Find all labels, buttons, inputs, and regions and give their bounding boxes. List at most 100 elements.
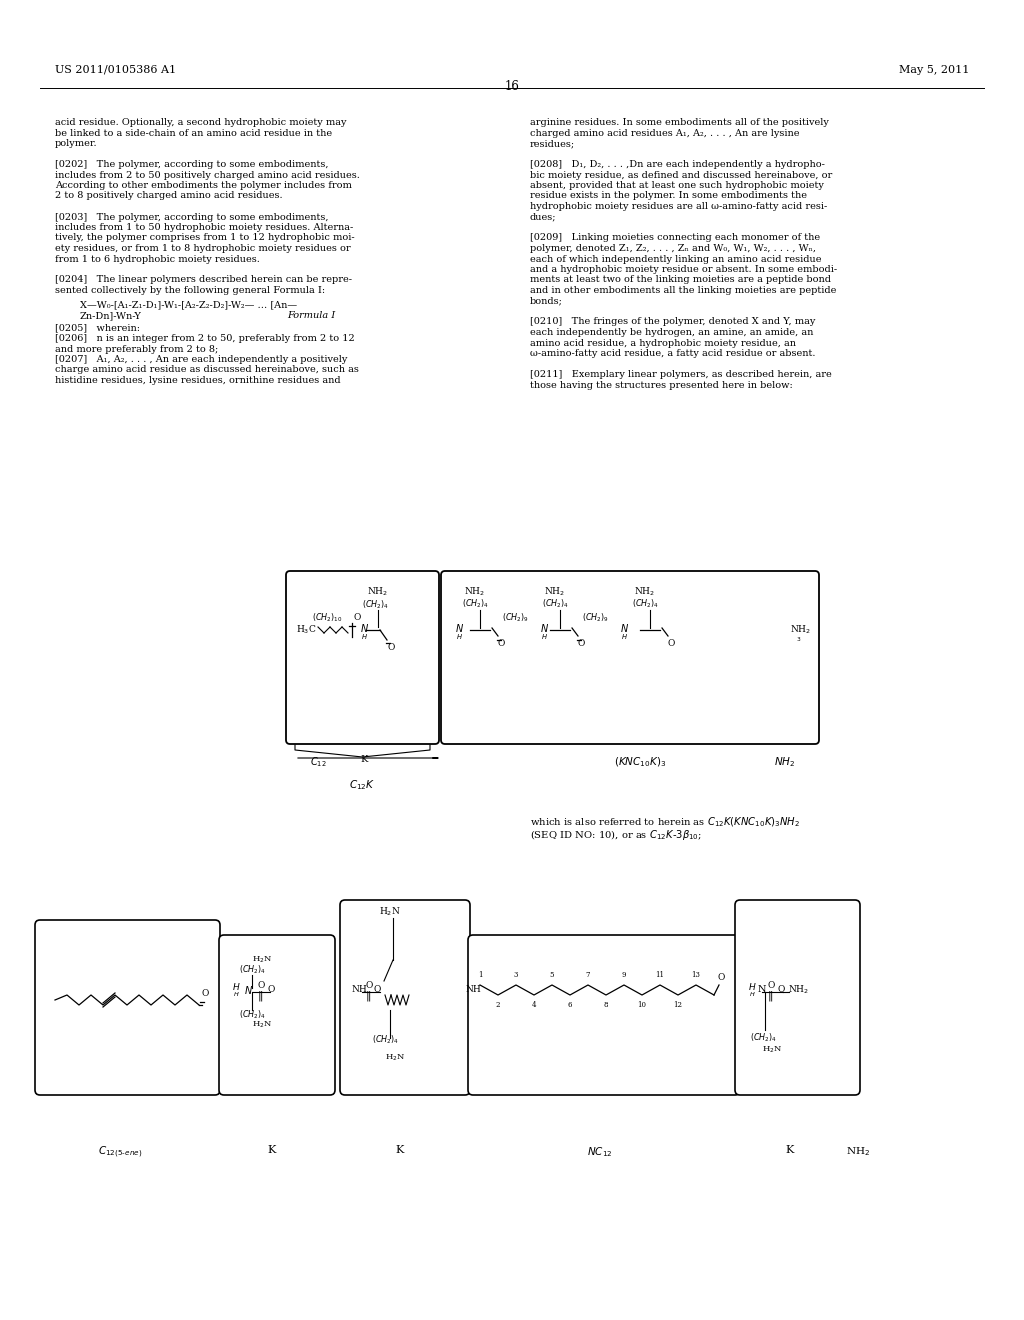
Text: ω-amino-fatty acid residue, a fatty acid residue or absent.: ω-amino-fatty acid residue, a fatty acid… <box>530 348 815 358</box>
Text: residue exists in the polymer. In some embodiments the: residue exists in the polymer. In some e… <box>530 191 807 201</box>
Text: and a hydrophobic moiety residue or absent. In some embodi-: and a hydrophobic moiety residue or abse… <box>530 265 838 275</box>
Text: acid residue. Optionally, a second hydrophobic moiety may: acid residue. Optionally, a second hydro… <box>55 117 346 127</box>
Text: residues;: residues; <box>530 139 575 148</box>
Text: each of which independently linking an amino acid residue: each of which independently linking an a… <box>530 255 821 264</box>
Text: K: K <box>785 1144 795 1155</box>
Text: $\underset{H}{H}$: $\underset{H}{H}$ <box>232 981 241 999</box>
Text: [0205]   wherein:: [0205] wherein: <box>55 323 140 333</box>
Text: H$_3$C: H$_3$C <box>296 624 316 636</box>
Text: [0209]   Linking moieties connecting each monomer of the: [0209] Linking moieties connecting each … <box>530 234 820 243</box>
Text: NH: NH <box>465 986 480 994</box>
Text: 7: 7 <box>586 972 590 979</box>
Text: O: O <box>768 982 775 990</box>
Text: arginine residues. In some embodiments all of the positively: arginine residues. In some embodiments a… <box>530 117 828 127</box>
Text: H$_2$N: H$_2$N <box>762 1044 782 1055</box>
Text: ety residues, or from 1 to 8 hydrophobic moiety residues or: ety residues, or from 1 to 8 hydrophobic… <box>55 244 350 253</box>
Text: K: K <box>268 1144 276 1155</box>
Text: [0210]   The fringes of the polymer, denoted X and Y, may: [0210] The fringes of the polymer, denot… <box>530 318 815 326</box>
Text: from 1 to 6 hydrophobic moiety residues.: from 1 to 6 hydrophobic moiety residues. <box>55 255 260 264</box>
Text: NH$_2$: NH$_2$ <box>368 586 389 598</box>
Text: 2 to 8 positively charged amino acid residues.: 2 to 8 positively charged amino acid res… <box>55 191 283 201</box>
Text: $(CH_2)_4$: $(CH_2)_4$ <box>542 598 568 610</box>
Text: O: O <box>354 612 361 622</box>
Text: $(CH_2)_9$: $(CH_2)_9$ <box>582 611 608 624</box>
Text: tively, the polymer comprises from 1 to 12 hydrophobic moi-: tively, the polymer comprises from 1 to … <box>55 234 354 243</box>
Text: $(CH_2)_{10}$: $(CH_2)_{10}$ <box>311 611 342 624</box>
Text: $\underset{H}{N}$: $\underset{H}{N}$ <box>540 622 549 642</box>
Text: O: O <box>366 982 374 990</box>
Text: NH$_2$: NH$_2$ <box>846 1144 870 1158</box>
Text: O: O <box>668 639 676 648</box>
Text: 2: 2 <box>496 1001 501 1008</box>
Text: [0202]   The polymer, according to some embodiments,: [0202] The polymer, according to some em… <box>55 160 329 169</box>
Text: includes from 1 to 50 hydrophobic moiety residues. Alterna-: includes from 1 to 50 hydrophobic moiety… <box>55 223 353 232</box>
Text: those having the structures presented here in below:: those having the structures presented he… <box>530 380 793 389</box>
Text: 11: 11 <box>655 972 665 979</box>
Text: dues;: dues; <box>530 213 556 222</box>
Text: 10: 10 <box>638 1001 646 1008</box>
Text: O: O <box>718 974 725 982</box>
Text: 5: 5 <box>550 972 554 979</box>
Text: 12: 12 <box>674 1001 683 1008</box>
Text: 13: 13 <box>691 972 700 979</box>
Text: 8: 8 <box>604 1001 608 1008</box>
Text: 6: 6 <box>567 1001 572 1008</box>
Text: H$_2$N: H$_2$N <box>252 954 272 965</box>
Text: $(CH_2)_4$: $(CH_2)_4$ <box>239 1008 265 1022</box>
Text: $C_{12}$: $C_{12}$ <box>310 755 327 768</box>
Text: 1: 1 <box>478 972 482 979</box>
Text: O: O <box>498 639 506 648</box>
Text: sented collectively by the following general Formula I:: sented collectively by the following gen… <box>55 286 326 294</box>
Text: $C_{12(5\text{-}ene)}$: $C_{12(5\text{-}ene)}$ <box>98 1144 142 1160</box>
Text: $(CH_2)_4$: $(CH_2)_4$ <box>632 598 658 610</box>
Text: $\|$: $\|$ <box>257 989 263 1003</box>
Text: $\underset{H}{N}$: $\underset{H}{N}$ <box>620 622 629 642</box>
Text: NH: NH <box>352 986 368 994</box>
Text: charged amino acid residues A₁, A₂, . . . , An are lysine: charged amino acid residues A₁, A₂, . . … <box>530 128 800 137</box>
Text: which is also referred to herein as $C_{12}K(KNC_{10}K)_3NH_2$: which is also referred to herein as $C_{… <box>530 814 800 829</box>
Text: $NH_2$: $NH_2$ <box>774 755 796 768</box>
Text: each independently be hydrogen, an amine, an amide, an: each independently be hydrogen, an amine… <box>530 327 813 337</box>
Text: US 2011/0105386 A1: US 2011/0105386 A1 <box>55 65 176 75</box>
Text: and more preferably from 2 to 8;: and more preferably from 2 to 8; <box>55 345 218 354</box>
Text: ments at least two of the linking moieties are a peptide bond: ments at least two of the linking moieti… <box>530 276 831 285</box>
Text: amino acid residue, a hydrophobic moiety residue, an: amino acid residue, a hydrophobic moiety… <box>530 338 796 347</box>
Text: [0208]   D₁, D₂, . . . ,Dn are each independently a hydropho-: [0208] D₁, D₂, . . . ,Dn are each indepe… <box>530 160 825 169</box>
Text: Formula I: Formula I <box>287 312 335 319</box>
Text: $\underset{}{N}$: $\underset{}{N}$ <box>244 985 256 995</box>
Text: polymer, denoted Z₁, Z₂, . . . , Zₙ and W₀, W₁, W₂, . . . , Wₙ,: polymer, denoted Z₁, Z₂, . . . , Zₙ and … <box>530 244 816 253</box>
Text: NH$_2$: NH$_2$ <box>465 586 485 598</box>
FancyBboxPatch shape <box>735 900 860 1096</box>
Text: absent, provided that at least one such hydrophobic moiety: absent, provided that at least one such … <box>530 181 824 190</box>
Text: O: O <box>374 986 381 994</box>
Text: N: N <box>758 986 767 994</box>
Text: 9: 9 <box>622 972 627 979</box>
Text: $(CH_2)_4$: $(CH_2)_4$ <box>239 964 265 977</box>
FancyBboxPatch shape <box>286 572 439 744</box>
Text: O: O <box>578 639 586 648</box>
Text: $C_{12}K$: $C_{12}K$ <box>349 777 376 792</box>
Text: NH$_2$: NH$_2$ <box>545 586 565 598</box>
Text: $(CH_2)_4$: $(CH_2)_4$ <box>372 1034 398 1047</box>
Text: X—W₀-[A₁-Z₁-D₁]-W₁-[A₂-Z₂-D₂]-W₂— … [An—: X—W₀-[A₁-Z₁-D₁]-W₁-[A₂-Z₂-D₂]-W₂— … [An— <box>80 301 297 309</box>
Text: charge amino acid residue as discussed hereinabove, such as: charge amino acid residue as discussed h… <box>55 366 358 375</box>
Text: $(CH_2)_9$: $(CH_2)_9$ <box>502 611 528 624</box>
Text: includes from 2 to 50 positively charged amino acid residues.: includes from 2 to 50 positively charged… <box>55 170 359 180</box>
Text: $NC_{12}$: $NC_{12}$ <box>588 1144 612 1159</box>
Text: O: O <box>387 644 394 652</box>
Text: [0204]   The linear polymers described herein can be repre-: [0204] The linear polymers described her… <box>55 276 352 285</box>
Text: K: K <box>396 1144 404 1155</box>
Text: [0203]   The polymer, according to some embodiments,: [0203] The polymer, according to some em… <box>55 213 329 222</box>
Text: O: O <box>201 990 208 998</box>
Text: $\underset{H}{H}$: $\underset{H}{H}$ <box>748 981 757 999</box>
Text: O: O <box>267 986 274 994</box>
FancyBboxPatch shape <box>340 900 470 1096</box>
Text: K: K <box>360 755 368 764</box>
Text: O: O <box>258 982 265 990</box>
Text: Zn-Dn]-Wn-Y: Zn-Dn]-Wn-Y <box>80 312 142 319</box>
Text: $(CH_2)_4$: $(CH_2)_4$ <box>361 599 388 611</box>
Text: 3: 3 <box>514 972 518 979</box>
Text: (SEQ ID NO: 10), or as $C_{12}K\text{-}3\beta_{10}$;: (SEQ ID NO: 10), or as $C_{12}K\text{-}3… <box>530 828 702 842</box>
Text: $_3$: $_3$ <box>796 635 802 644</box>
Text: bic moiety residue, as defined and discussed hereinabove, or: bic moiety residue, as defined and discu… <box>530 170 833 180</box>
